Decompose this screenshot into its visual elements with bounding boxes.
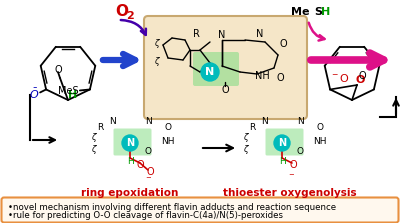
- Text: •novel mechanism involving different flavin adducts and reaction sequence: •novel mechanism involving different fla…: [8, 202, 336, 211]
- Text: N: N: [109, 118, 115, 126]
- Text: O: O: [164, 124, 172, 132]
- FancyBboxPatch shape: [144, 16, 307, 119]
- Text: NH: NH: [313, 138, 327, 147]
- Text: $^-$: $^-$: [287, 172, 295, 182]
- Text: O: O: [116, 4, 128, 19]
- Text: NH: NH: [161, 138, 175, 147]
- Text: O: O: [279, 39, 287, 49]
- Text: N: N: [205, 67, 215, 77]
- Text: R: R: [97, 124, 103, 132]
- Text: N: N: [278, 138, 286, 148]
- FancyBboxPatch shape: [266, 128, 304, 155]
- Text: $\zeta$: $\zeta$: [242, 143, 250, 157]
- Text: Me: Me: [292, 7, 310, 17]
- Circle shape: [201, 63, 219, 81]
- Text: thioester oxygenolysis: thioester oxygenolysis: [223, 188, 357, 198]
- Text: O: O: [144, 147, 152, 157]
- Text: O: O: [316, 124, 324, 132]
- Text: $\zeta$: $\zeta$: [90, 143, 98, 157]
- Text: R: R: [192, 29, 200, 39]
- Text: N: N: [297, 118, 303, 126]
- Text: $^-$: $^-$: [144, 175, 152, 185]
- Text: $\zeta$: $\zeta$: [154, 37, 160, 50]
- Text: $\zeta$: $\zeta$: [242, 130, 250, 143]
- Text: H: H: [68, 90, 78, 100]
- Circle shape: [122, 135, 138, 151]
- Text: N: N: [145, 118, 151, 126]
- FancyBboxPatch shape: [2, 198, 398, 223]
- Text: N: N: [256, 29, 264, 39]
- Text: NH: NH: [255, 71, 269, 81]
- Circle shape: [274, 135, 290, 151]
- Text: R: R: [249, 124, 255, 132]
- Text: H: H: [279, 157, 285, 167]
- Text: O: O: [289, 160, 297, 170]
- Text: C: C: [347, 78, 353, 87]
- Text: ring epoxidation: ring epoxidation: [81, 188, 179, 198]
- Text: N: N: [261, 118, 267, 126]
- Text: O: O: [355, 75, 365, 85]
- Text: O: O: [296, 147, 304, 157]
- Text: $\bar{O}$: $\bar{O}$: [29, 86, 39, 101]
- Text: O: O: [276, 73, 284, 83]
- Text: 2: 2: [126, 11, 134, 21]
- Text: O: O: [358, 71, 366, 81]
- Text: O: O: [146, 167, 154, 177]
- Text: N: N: [126, 138, 134, 148]
- Text: $^-$O: $^-$O: [330, 72, 350, 84]
- Text: O: O: [54, 65, 62, 75]
- Text: H: H: [127, 157, 133, 167]
- Text: MeS: MeS: [58, 87, 78, 97]
- Text: N: N: [218, 30, 226, 40]
- Text: H: H: [321, 7, 330, 17]
- Text: $\zeta$: $\zeta$: [154, 56, 160, 68]
- FancyBboxPatch shape: [193, 52, 239, 86]
- Text: O: O: [136, 160, 144, 170]
- FancyBboxPatch shape: [114, 128, 152, 155]
- Text: •rule for predicting O-O cleavage of flavin-C(4a)/N(5)-peroxides: •rule for predicting O-O cleavage of fla…: [8, 211, 283, 221]
- Text: O: O: [221, 85, 229, 95]
- Text: S: S: [314, 7, 322, 17]
- Text: $\zeta$: $\zeta$: [90, 130, 98, 143]
